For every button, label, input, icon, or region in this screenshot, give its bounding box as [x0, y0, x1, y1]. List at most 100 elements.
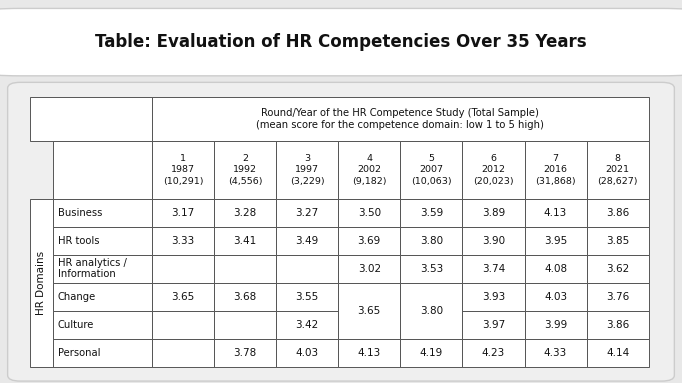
Text: 4.14: 4.14 — [606, 348, 629, 358]
Text: 2
1992
(4,556): 2 1992 (4,556) — [228, 154, 263, 185]
Bar — [30, 97, 152, 141]
Bar — [524, 283, 587, 311]
Text: 4.19: 4.19 — [419, 348, 443, 358]
Bar — [587, 311, 649, 339]
Text: 3.86: 3.86 — [606, 208, 629, 218]
Bar — [400, 255, 462, 283]
Text: 3.97: 3.97 — [481, 320, 505, 330]
Bar — [152, 227, 214, 255]
Text: 3.41: 3.41 — [233, 236, 256, 246]
Text: 8
2021
(28,627): 8 2021 (28,627) — [597, 154, 638, 185]
Text: 1
1987
(10,291): 1 1987 (10,291) — [163, 154, 203, 185]
Text: 3.90: 3.90 — [482, 236, 505, 246]
Bar — [524, 227, 587, 255]
Bar — [587, 255, 649, 283]
Bar — [53, 311, 152, 339]
Text: 3.65: 3.65 — [357, 306, 381, 316]
Bar — [400, 141, 462, 199]
Bar — [276, 199, 338, 227]
Bar — [214, 339, 276, 367]
Bar — [400, 199, 462, 227]
Bar — [462, 283, 524, 311]
Text: 3.28: 3.28 — [233, 208, 256, 218]
Bar — [524, 339, 587, 367]
Text: 3.53: 3.53 — [419, 264, 443, 274]
Bar — [462, 199, 524, 227]
Text: Personal: Personal — [58, 348, 100, 358]
Bar — [214, 227, 276, 255]
Bar — [587, 141, 649, 199]
Text: 3.80: 3.80 — [420, 306, 443, 316]
Text: 3.76: 3.76 — [606, 292, 629, 302]
Text: 6
2012
(20,023): 6 2012 (20,023) — [473, 154, 514, 185]
Text: 4.03: 4.03 — [295, 348, 318, 358]
Text: 3.50: 3.50 — [357, 208, 381, 218]
Text: Change: Change — [58, 292, 96, 302]
Text: 3.68: 3.68 — [233, 292, 256, 302]
Bar — [587, 339, 649, 367]
Bar — [338, 339, 400, 367]
Bar — [524, 255, 587, 283]
Bar — [276, 283, 338, 311]
Text: 3.27: 3.27 — [295, 208, 318, 218]
Bar — [524, 311, 587, 339]
Text: 3.78: 3.78 — [233, 348, 256, 358]
Bar — [587, 283, 649, 311]
Text: 4.33: 4.33 — [544, 348, 567, 358]
Bar — [338, 283, 400, 311]
Bar — [587, 199, 649, 227]
Text: HR analytics /
Information: HR analytics / Information — [58, 258, 127, 280]
Text: 4.13: 4.13 — [357, 348, 381, 358]
Bar — [400, 283, 462, 311]
Bar — [524, 141, 587, 199]
Text: 4.03: 4.03 — [544, 292, 567, 302]
Bar — [338, 199, 400, 227]
Bar — [152, 339, 214, 367]
Text: 3.86: 3.86 — [606, 320, 629, 330]
Bar — [338, 141, 400, 199]
Text: 4
2002
(9,182): 4 2002 (9,182) — [352, 154, 387, 185]
Bar — [338, 255, 400, 283]
Bar — [462, 141, 524, 199]
Bar — [400, 339, 462, 367]
Text: 3.74: 3.74 — [481, 264, 505, 274]
Bar — [214, 283, 276, 311]
Text: Round/Year of the HR Competence Study (Total Sample)
(mean score for the compete: Round/Year of the HR Competence Study (T… — [256, 108, 544, 130]
Bar — [276, 227, 338, 255]
Bar — [276, 141, 338, 199]
Bar — [214, 199, 276, 227]
Bar — [276, 339, 338, 367]
Bar — [53, 199, 152, 227]
Text: 3.02: 3.02 — [357, 264, 381, 274]
Text: 3.62: 3.62 — [606, 264, 629, 274]
Text: 3.80: 3.80 — [420, 236, 443, 246]
Bar — [53, 255, 152, 283]
Text: 3
1997
(3,229): 3 1997 (3,229) — [290, 154, 325, 185]
Text: 3.95: 3.95 — [544, 236, 567, 246]
Bar — [276, 311, 338, 339]
Text: Business: Business — [58, 208, 102, 218]
Text: 4.23: 4.23 — [481, 348, 505, 358]
Text: 7
2016
(31,868): 7 2016 (31,868) — [535, 154, 576, 185]
Text: 3.65: 3.65 — [171, 292, 194, 302]
Text: HR Domains: HR Domains — [36, 250, 46, 315]
Text: 5
2007
(10,063): 5 2007 (10,063) — [411, 154, 451, 185]
Bar — [53, 227, 152, 255]
Bar — [214, 311, 276, 339]
Bar — [462, 339, 524, 367]
FancyBboxPatch shape — [0, 8, 682, 76]
Bar — [53, 141, 152, 199]
Text: 3.59: 3.59 — [419, 208, 443, 218]
Bar — [214, 141, 276, 199]
Text: 4.13: 4.13 — [544, 208, 567, 218]
Text: 3.33: 3.33 — [171, 236, 194, 246]
Bar — [400, 283, 462, 339]
Bar — [53, 283, 152, 311]
Text: 3.69: 3.69 — [357, 236, 381, 246]
Bar — [400, 227, 462, 255]
Bar — [30, 199, 53, 367]
Bar — [462, 227, 524, 255]
Text: 3.49: 3.49 — [295, 236, 318, 246]
Bar — [524, 199, 587, 227]
Text: 3.85: 3.85 — [606, 236, 629, 246]
